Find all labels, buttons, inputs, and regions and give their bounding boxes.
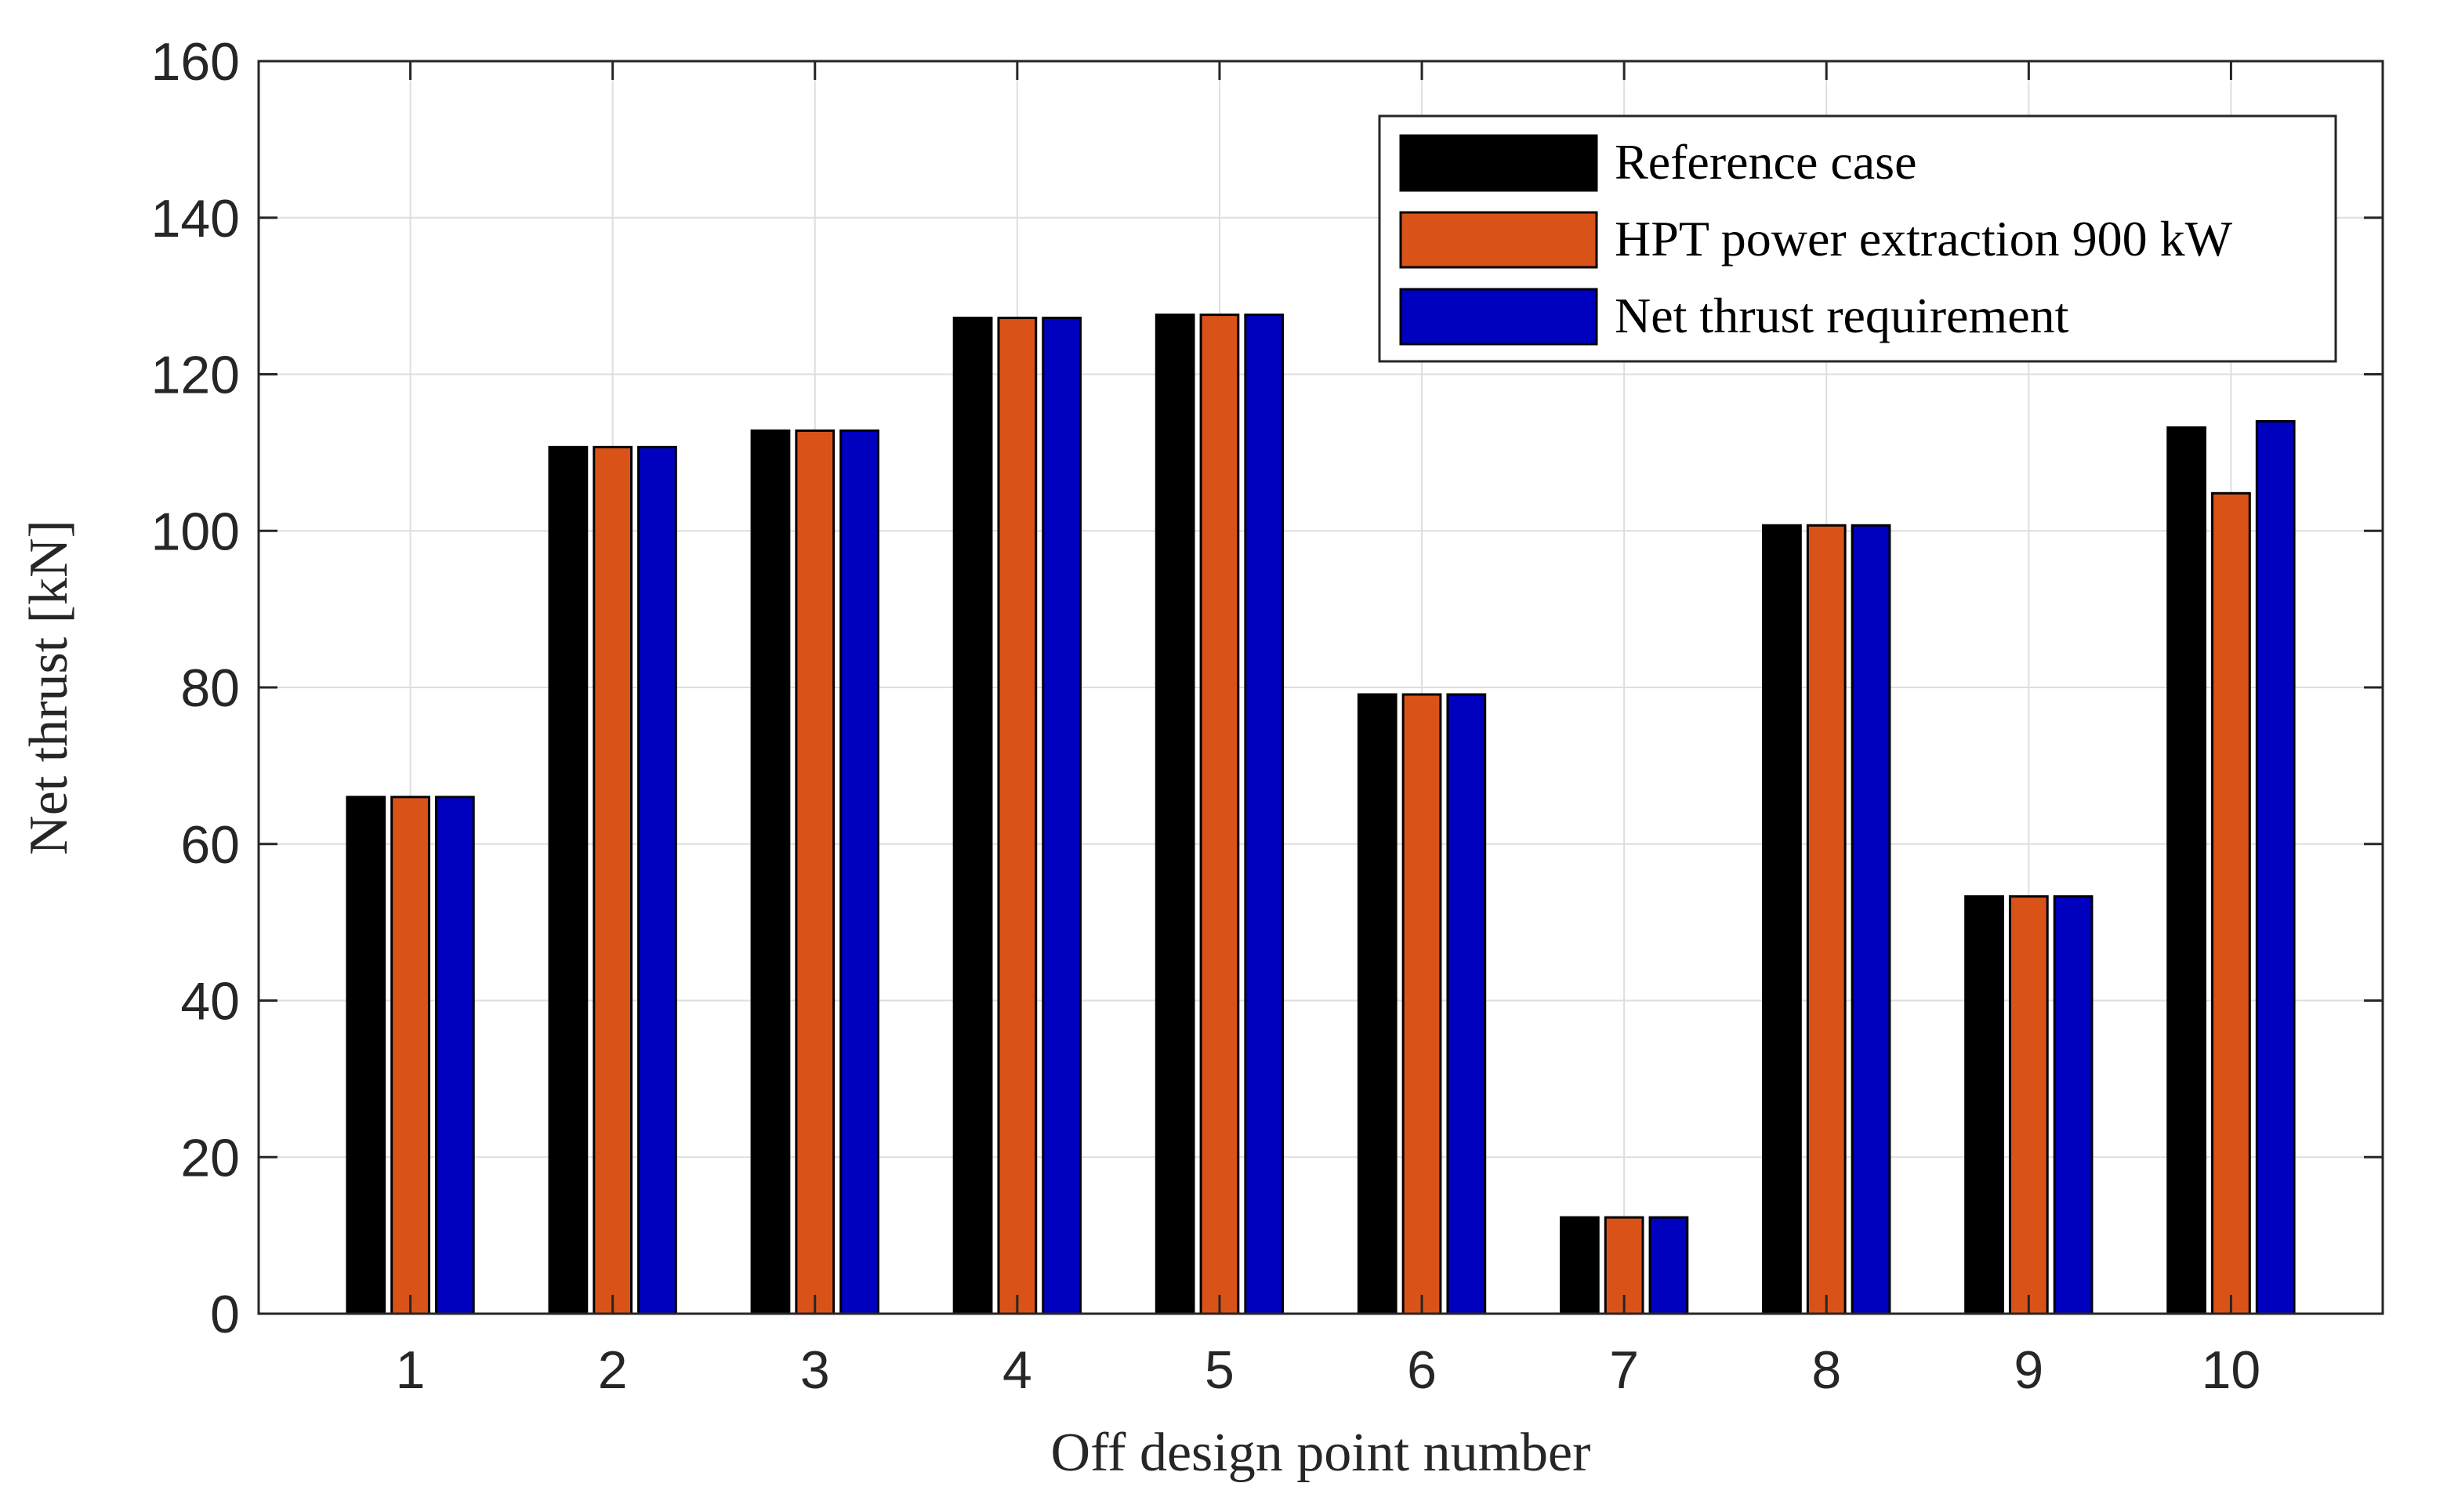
bar-series3 <box>839 429 879 1315</box>
bar-series2 <box>2211 491 2251 1315</box>
bar-series3 <box>1244 314 1285 1315</box>
bar-series1 <box>2166 426 2207 1315</box>
x-tick-label: 2 <box>598 1340 628 1400</box>
bar-series1 <box>1357 693 1398 1315</box>
x-tick-label: 8 <box>1811 1340 1841 1400</box>
x-tick-labels: 1 2 3 4 5 6 7 8 9 10 <box>396 1340 2261 1400</box>
y-tick-label: 100 <box>151 502 240 561</box>
y-tick-label: 160 <box>151 32 240 92</box>
bar-series3 <box>1446 693 1487 1315</box>
bar-series2 <box>795 429 836 1315</box>
bar-series1 <box>952 317 993 1315</box>
bar-series3 <box>2255 419 2296 1315</box>
bar-series2 <box>997 317 1038 1315</box>
bar-series2 <box>1806 524 1847 1315</box>
bar-series2 <box>1401 693 1442 1315</box>
bar-series2 <box>2008 895 2049 1315</box>
legend: Reference case HPT power extraction 900 k… <box>1378 114 2337 363</box>
x-tick-label: 6 <box>1407 1340 1437 1400</box>
x-tick-label: 7 <box>1609 1340 1639 1400</box>
bar-series1 <box>1559 1216 1600 1315</box>
bar-series1 <box>346 796 386 1315</box>
bar-series1 <box>1964 895 2004 1315</box>
x-tick-label: 1 <box>396 1340 426 1400</box>
y-tick-label: 0 <box>210 1285 240 1344</box>
bar-series3 <box>1042 317 1082 1315</box>
bars-group <box>346 314 2296 1315</box>
legend-swatch-series3 <box>1399 288 1598 346</box>
bar-series1 <box>548 445 589 1315</box>
bar-series2 <box>1199 314 1240 1315</box>
x-tick-label: 9 <box>2014 1340 2043 1400</box>
bar-series3 <box>1851 524 1891 1315</box>
bar-series3 <box>434 796 475 1315</box>
legend-label-series1: Reference case <box>1615 134 1916 190</box>
y-tick-label: 40 <box>180 972 240 1032</box>
legend-swatch-series1 <box>1399 134 1598 192</box>
y-axis-title: Net thrust [kN] <box>19 520 79 855</box>
y-tick-label: 120 <box>151 346 240 405</box>
bar-series3 <box>1648 1216 1689 1315</box>
bar-series1 <box>750 429 791 1315</box>
bar-series2 <box>593 445 633 1315</box>
y-tick-label: 60 <box>180 815 240 875</box>
bar-series1 <box>1762 524 1802 1315</box>
bar-series1 <box>1155 314 1195 1315</box>
x-tick-label: 5 <box>1205 1340 1234 1400</box>
legend-label-series2: HPT power extraction 900 kW <box>1615 211 2233 267</box>
legend-label-series3: Net thrust requirement <box>1615 288 2069 343</box>
bar-series3 <box>637 445 677 1315</box>
bar-series2 <box>390 796 430 1315</box>
x-axis-title: Off design point number <box>1051 1423 1591 1483</box>
y-tick-label: 80 <box>180 658 240 718</box>
y-tick-label: 140 <box>151 189 240 248</box>
legend-swatch-series2 <box>1399 211 1598 269</box>
tick-marks <box>259 60 2383 1315</box>
x-tick-label: 4 <box>1002 1340 1032 1400</box>
y-tick-label: 20 <box>180 1128 240 1187</box>
x-tick-label: 3 <box>800 1340 830 1400</box>
bar-series3 <box>2053 895 2094 1315</box>
x-tick-label: 10 <box>2202 1340 2261 1400</box>
y-tick-labels: 0 20 40 60 80 100 120 140 160 <box>151 32 240 1344</box>
